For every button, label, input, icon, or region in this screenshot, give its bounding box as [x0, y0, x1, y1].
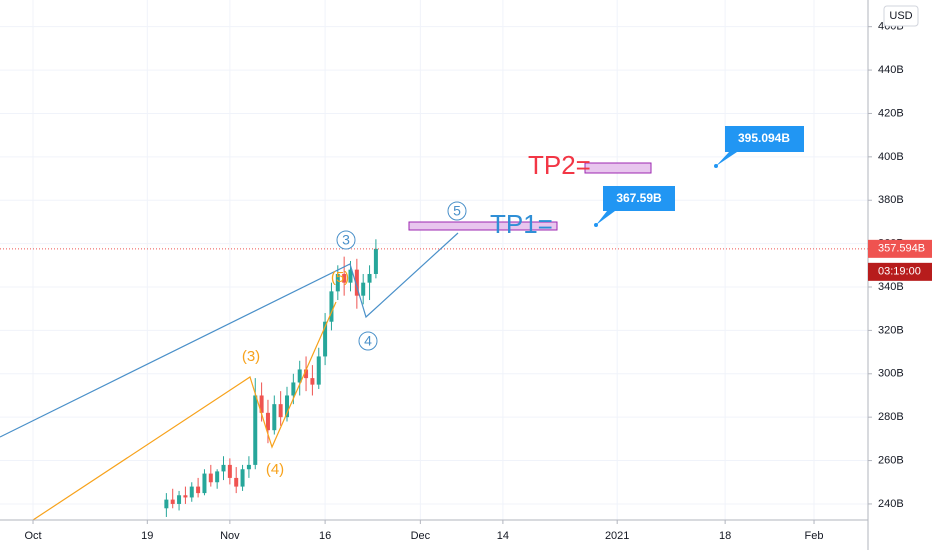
candle-body [164, 499, 169, 509]
x-tick-label: Oct [24, 530, 41, 542]
candle-body [278, 404, 283, 418]
wave-label: (3) [242, 348, 260, 365]
tp2-zone [584, 162, 652, 174]
candle-body [170, 499, 175, 504]
y-tick-label: 280B [878, 411, 904, 423]
countdown-box [868, 262, 932, 281]
candle-body [272, 404, 277, 431]
candle-body [316, 356, 321, 385]
callout-dot [714, 164, 718, 168]
candle-body [189, 486, 194, 498]
candle-body [202, 473, 207, 494]
last-price-box [868, 239, 932, 258]
candle-body [177, 495, 182, 504]
candle-body [246, 464, 251, 470]
candle-body [310, 378, 315, 385]
candle-body [265, 412, 270, 431]
wave-label: 4 [364, 333, 372, 349]
x-tick-label: Nov [220, 530, 240, 542]
y-tick-label: 440B [878, 64, 904, 76]
x-tick-label: 19 [141, 530, 153, 542]
candle-body [227, 464, 232, 478]
y-tick-label: 260B [878, 454, 904, 466]
wave-circle [358, 331, 378, 351]
y-tick-label: 300B [878, 368, 904, 380]
callout-text: 367.59B [616, 191, 662, 205]
grid [0, 0, 868, 520]
candle-body [323, 321, 328, 357]
wave-circle [447, 201, 467, 221]
tp2-label: TP2= [528, 150, 591, 180]
candle-body [234, 477, 239, 487]
candle-body [329, 291, 334, 322]
x-tick-label: 16 [319, 530, 331, 542]
tp1-zone [408, 221, 558, 231]
candle-body [304, 369, 309, 379]
callout-box [596, 186, 675, 225]
callout-dot [594, 223, 598, 227]
currency[interactable]: USD [889, 10, 912, 22]
candle-body [221, 464, 226, 472]
candle-body [291, 382, 296, 396]
x-tick-label: 18 [719, 530, 731, 542]
elliott-line-blue [0, 232, 459, 438]
axes: 240B260B280B300B320B340B360B380B400B420B… [24, 21, 932, 542]
y-tick-label: 380B [878, 194, 904, 206]
y-tick-label: 320B [878, 324, 904, 336]
y-tick-label: 340B [878, 281, 904, 293]
candle-body [373, 248, 378, 274]
candle-body [348, 269, 353, 283]
candle-body [354, 269, 359, 296]
elliott-line-orange [32, 301, 337, 521]
candle-body [208, 473, 213, 483]
callout-box [716, 126, 804, 166]
wave-label: (4) [266, 461, 284, 478]
candle-body [342, 273, 347, 283]
candles [0, 239, 868, 517]
currency-box[interactable] [883, 5, 919, 27]
candle-body [253, 395, 258, 465]
wave-label: 3 [342, 232, 350, 248]
candle-body [335, 273, 340, 292]
wave-label: (5) [331, 269, 349, 286]
x-tick-label: 2021 [605, 530, 629, 542]
candle-body [367, 273, 372, 283]
candle-body [259, 395, 264, 413]
x-tick-label: Dec [411, 530, 431, 542]
last-price-label: 357.594B [878, 243, 925, 255]
candle-body [297, 369, 302, 383]
candle-body [285, 395, 290, 418]
callout-text: 395.094B [738, 131, 790, 145]
countdown: 03:19:00 [878, 266, 921, 278]
x-tick-label: 14 [497, 530, 509, 542]
candle-body [361, 282, 366, 296]
tp1-label: TP1= [490, 209, 553, 239]
y-tick-label: 240B [878, 498, 904, 510]
wave-label: 5 [453, 203, 461, 219]
wave-circle [336, 230, 356, 250]
y-tick-label: 400B [878, 151, 904, 163]
candle-body [196, 486, 201, 494]
candle-body [183, 495, 188, 498]
x-tick-label: Feb [805, 530, 824, 542]
candle-body [215, 471, 220, 483]
candle-body [240, 469, 245, 487]
y-tick-label: 420B [878, 107, 904, 119]
